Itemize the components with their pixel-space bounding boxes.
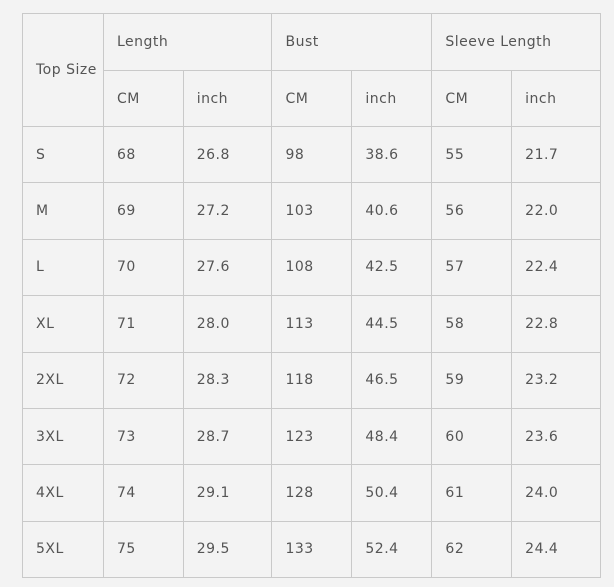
measurement-cell: 128	[271, 464, 353, 522]
size-cell: 4XL	[22, 464, 104, 522]
measurement-cell: 44.5	[351, 295, 433, 353]
measurement-cell: 22.8	[511, 295, 601, 353]
measurement-cell: 21.7	[511, 125, 601, 184]
measurement-cell: 23.6	[511, 407, 601, 466]
measurement-cell: 55	[431, 125, 513, 184]
header-unit: CM	[431, 70, 513, 127]
measurement-cell: 70	[102, 238, 184, 297]
measurement-cell: 69	[102, 182, 184, 240]
measurement-cell: 40.6	[351, 182, 433, 240]
table-row: 3XL 73 28.7 123 48.4 60 23.6	[22, 407, 601, 466]
measurement-cell: 38.6	[351, 125, 433, 184]
measurement-cell: 24.0	[511, 464, 601, 522]
measurement-cell: 73	[102, 407, 184, 466]
size-cell: 5XL	[22, 520, 104, 579]
size-cell: 2XL	[22, 351, 104, 409]
measurement-cell: 28.3	[182, 351, 273, 409]
size-cell: XL	[22, 295, 104, 353]
size-chart-table: Top Size Length Bust Sleeve Length CM in…	[22, 13, 601, 579]
measurement-cell: 56	[431, 182, 513, 240]
header-unit: inch	[511, 70, 601, 127]
measurement-cell: 29.5	[182, 520, 273, 579]
measurement-cell: 62	[431, 520, 513, 579]
measurement-cell: 27.6	[182, 238, 273, 297]
header-sleeve-length: Sleeve Length	[431, 13, 601, 71]
size-cell: M	[22, 182, 104, 240]
measurement-cell: 50.4	[351, 464, 433, 522]
measurement-cell: 118	[271, 351, 353, 409]
table-row: S 68 26.8 98 38.6 55 21.7	[22, 125, 601, 184]
table-row: 4XL 74 29.1 128 50.4 61 24.0	[22, 464, 601, 522]
table-row: L 70 27.6 108 42.5 57 22.4	[22, 238, 601, 297]
size-cell: S	[22, 125, 104, 184]
measurement-cell: 22.4	[511, 238, 601, 297]
measurement-cell: 61	[431, 464, 513, 522]
header-unit: inch	[182, 70, 273, 127]
measurement-cell: 29.1	[182, 464, 273, 522]
table-row: 2XL 72 28.3 118 46.5 59 23.2	[22, 351, 601, 409]
table-row: 5XL 75 29.5 133 52.4 62 24.4	[22, 520, 601, 579]
table-row: XL 71 28.0 113 44.5 58 22.8	[22, 295, 601, 353]
measurement-cell: 98	[271, 125, 353, 184]
measurement-cell: 22.0	[511, 182, 601, 240]
measurement-cell: 28.0	[182, 295, 273, 353]
measurement-cell: 74	[102, 464, 184, 522]
header-row-units: CM inch CM inch CM inch	[23, 70, 601, 127]
measurement-cell: 26.8	[182, 125, 273, 184]
measurement-cell: 23.2	[511, 351, 601, 409]
size-cell: L	[22, 238, 104, 297]
size-cell: 3XL	[22, 407, 104, 466]
measurement-cell: 52.4	[351, 520, 433, 579]
measurement-cell: 72	[102, 351, 184, 409]
measurement-cell: 24.4	[511, 520, 601, 579]
measurement-cell: 59	[431, 351, 513, 409]
table-row: M 69 27.2 103 40.6 56 22.0	[22, 182, 601, 240]
measurement-cell: 57	[431, 238, 513, 297]
measurement-cell: 58	[431, 295, 513, 353]
measurement-cell: 103	[271, 182, 353, 240]
measurement-cell: 113	[271, 295, 353, 353]
header-length: Length	[102, 13, 273, 71]
measurement-cell: 28.7	[182, 407, 273, 466]
measurement-cell: 123	[271, 407, 353, 466]
header-row-groups: Top Size Length Bust Sleeve Length	[22, 13, 601, 127]
measurement-cell: 68	[102, 125, 184, 184]
header-bust: Bust	[271, 13, 433, 71]
measurement-cell: 42.5	[351, 238, 433, 297]
measurement-cell: 27.2	[182, 182, 273, 240]
measurement-cell: 48.4	[351, 407, 433, 466]
measurement-cell: 133	[271, 520, 353, 579]
measurement-cell: 60	[431, 407, 513, 466]
measurement-cell: 46.5	[351, 351, 433, 409]
measurement-cell: 75	[102, 520, 184, 579]
header-unit: inch	[351, 70, 433, 127]
header-unit: CM	[102, 70, 184, 127]
header-unit: CM	[271, 70, 353, 127]
header-top-size: Top Size	[22, 13, 104, 127]
measurement-cell: 108	[271, 238, 353, 297]
measurement-cell: 71	[102, 295, 184, 353]
